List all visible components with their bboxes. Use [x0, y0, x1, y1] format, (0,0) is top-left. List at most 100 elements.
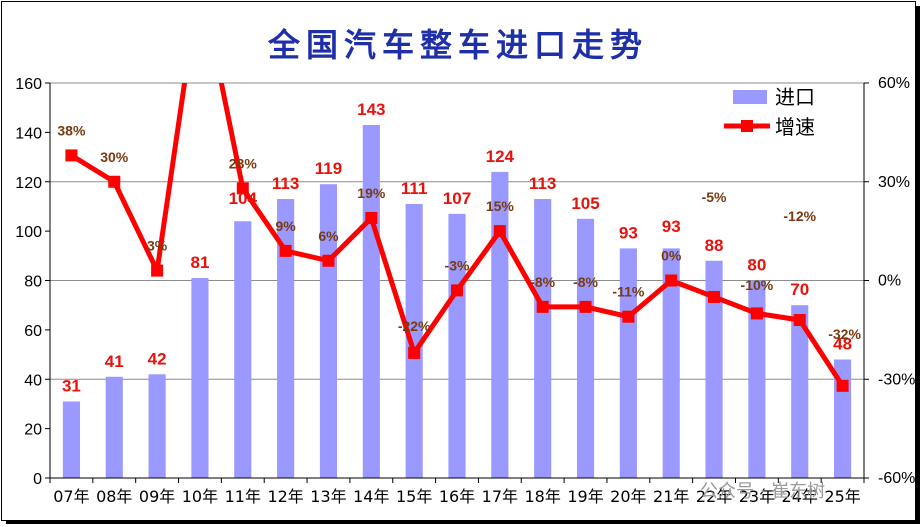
bar [277, 199, 295, 478]
bar [405, 203, 423, 478]
growth-marker [365, 211, 378, 224]
bar [148, 374, 166, 478]
y-left-tick-label: 20 [24, 422, 42, 439]
y-right-tick-label: -30% [878, 371, 915, 388]
bar-value-label: 107 [443, 189, 471, 208]
y-left-tick-label: 40 [24, 372, 42, 389]
bar-value-label: 124 [486, 147, 515, 166]
bar-value-label: 104 [229, 189, 258, 208]
growth-value-label: -11% [612, 284, 644, 300]
watermark: 公众号 · 崔东树 [700, 481, 825, 502]
y-left-tick-label: 80 [24, 274, 42, 291]
growth-marker [836, 379, 849, 392]
y-right-tick-label: 0% [878, 273, 901, 290]
y-left-tick-label: 160 [15, 76, 42, 93]
bar-value-label: 31 [62, 376, 81, 395]
y-right-tick-label: 30% [878, 174, 910, 191]
growth-marker [750, 307, 763, 320]
growth-marker [536, 300, 549, 313]
bar-value-label: 42 [148, 349, 167, 368]
growth-value-label: -3% [445, 257, 470, 273]
bar [662, 248, 680, 478]
legend-label-bar: 进口 [775, 85, 815, 109]
growth-value-label: -8% [573, 274, 598, 290]
growth-value-label: 9% [276, 218, 297, 234]
growth-marker [493, 225, 506, 238]
bar [191, 278, 209, 478]
x-tick-label: 21年 [653, 487, 689, 506]
growth-line-series [65, 83, 849, 392]
y-left-tick-label: 140 [15, 125, 42, 142]
bar-value-label: 88 [705, 236, 724, 255]
growth-value-label: 15% [486, 198, 515, 214]
x-tick-label: 10年 [182, 487, 218, 506]
growth-marker [65, 149, 78, 162]
bar-series [62, 124, 852, 478]
bar-value-label: 70 [790, 280, 809, 299]
bar [619, 248, 637, 478]
growth-value-label: -12% [783, 208, 816, 224]
bar-value-label: 93 [619, 223, 638, 242]
bar-value-label: 80 [747, 256, 766, 275]
growth-value-label: -8% [530, 274, 555, 290]
growth-value-label: -5% [702, 189, 727, 205]
y-right-tick-label: 60% [878, 75, 910, 92]
growth-marker [665, 274, 678, 287]
x-tick-label: 22年 [696, 487, 732, 506]
legend-label-line: 增速 [775, 115, 815, 139]
growth-marker [236, 182, 249, 195]
bar [791, 305, 809, 478]
y-left-tick-label: 120 [15, 175, 42, 192]
growth-marker [708, 290, 721, 303]
x-tick-label: 25年 [824, 487, 860, 506]
y-left-tick-label: 60 [24, 323, 42, 340]
bar-value-label: 113 [529, 174, 556, 193]
x-tick-label: 20年 [610, 487, 646, 506]
bar-value-label: 113 [272, 174, 299, 193]
growth-marker [151, 264, 164, 277]
bar-value-label: 81 [190, 253, 209, 272]
growth-marker [579, 300, 592, 313]
bar-value-label: 111 [401, 179, 428, 198]
growth-marker [279, 244, 292, 257]
growth-value-label: -22% [398, 318, 431, 334]
frame-shadow-bottom [6, 520, 920, 524]
growth-value-label: 28% [229, 155, 258, 171]
x-tick-label: 16年 [439, 487, 475, 506]
growth-value-label: 19% [357, 185, 386, 201]
x-tick-label: 15年 [396, 487, 432, 506]
growth-value-label: 6% [318, 228, 339, 244]
x-tick-label: 09年 [139, 487, 175, 506]
bar [448, 213, 466, 478]
growth-value-label: -32% [828, 326, 861, 342]
x-tick-label: 17年 [482, 487, 518, 506]
x-tick-label: 13年 [310, 487, 346, 506]
growth-value-label: 38% [57, 122, 86, 138]
bar-value-label: 41 [105, 352, 124, 371]
x-tick-label: 11年 [225, 487, 261, 506]
growth-marker [108, 175, 121, 188]
x-tick-label: 24年 [782, 487, 818, 506]
x-tick-label: 18年 [524, 487, 560, 506]
bar [234, 221, 252, 478]
frame-shadow-right [916, 6, 920, 522]
bar [362, 124, 380, 478]
x-tick-label: 23年 [739, 487, 775, 506]
growth-value-label: 30% [100, 149, 129, 165]
bar-value-label: 48 [833, 335, 852, 354]
bar [705, 260, 723, 478]
legend-swatch-bar [733, 90, 767, 104]
bar [534, 199, 552, 478]
growth-value-label: -10% [741, 277, 774, 293]
chart-title: 全国汽车整车进口走势 [267, 26, 648, 64]
y-right-tick-label: -60% [878, 470, 915, 487]
data-labels: 31 41 42 81 104 113 119 143 111 107 124 113 105 93 93 8… [57, 100, 861, 396]
x-tick-label: 14年 [353, 487, 389, 506]
x-tick-label: 08年 [96, 487, 132, 506]
bar [576, 218, 595, 478]
bar [105, 376, 123, 478]
growth-marker [451, 284, 463, 297]
y-left-tick-label: 0 [33, 471, 42, 488]
